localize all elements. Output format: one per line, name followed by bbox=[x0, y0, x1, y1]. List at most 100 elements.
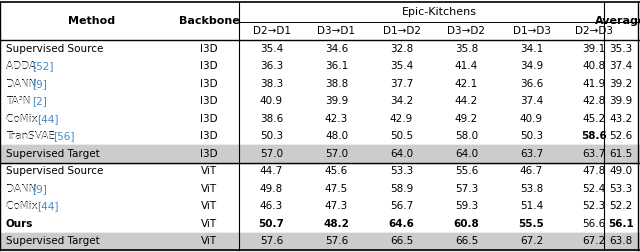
Text: 45.6: 45.6 bbox=[325, 166, 348, 176]
Text: 52.3: 52.3 bbox=[582, 201, 605, 211]
Text: 36.3: 36.3 bbox=[260, 61, 283, 71]
Text: 52.6: 52.6 bbox=[609, 131, 632, 141]
Text: 46.3: 46.3 bbox=[260, 201, 283, 211]
Text: 57.6: 57.6 bbox=[260, 236, 283, 246]
Bar bbox=[0, 233, 640, 250]
Text: 37.4: 37.4 bbox=[520, 96, 543, 106]
Text: Average: Average bbox=[595, 16, 640, 26]
Text: TranSVAE: TranSVAE bbox=[6, 131, 58, 141]
Text: 39.9: 39.9 bbox=[609, 96, 632, 106]
Bar bbox=[4, 233, 640, 250]
Text: I3D: I3D bbox=[200, 114, 218, 124]
Text: ADDA [52]: ADDA [52] bbox=[6, 61, 61, 71]
Bar bbox=[0, 145, 640, 163]
Text: TA³N [2]: TA³N [2] bbox=[6, 96, 49, 106]
Text: D1→D2: D1→D2 bbox=[383, 26, 420, 36]
Text: 53.3: 53.3 bbox=[390, 166, 413, 176]
Text: CoMix: CoMix bbox=[6, 201, 41, 211]
Text: DANN [9]: DANN [9] bbox=[6, 184, 54, 194]
Text: 57.0: 57.0 bbox=[260, 149, 283, 159]
Text: DANN: DANN bbox=[6, 79, 40, 89]
Text: 34.9: 34.9 bbox=[520, 61, 543, 71]
Text: [9]: [9] bbox=[32, 79, 47, 89]
Text: ViT: ViT bbox=[201, 184, 217, 194]
Text: ViT: ViT bbox=[201, 166, 217, 176]
Text: 38.8: 38.8 bbox=[325, 79, 348, 89]
Text: D1→D3: D1→D3 bbox=[513, 26, 550, 36]
Text: 35.8: 35.8 bbox=[455, 44, 478, 54]
Text: 39.2: 39.2 bbox=[609, 79, 632, 89]
Text: 49.2: 49.2 bbox=[455, 114, 478, 124]
Text: [56]: [56] bbox=[53, 131, 74, 141]
Text: DANN [9]: DANN [9] bbox=[6, 79, 54, 89]
Text: CoMix: CoMix bbox=[6, 114, 41, 124]
Text: D3→D2: D3→D2 bbox=[447, 26, 486, 36]
Text: 55.6: 55.6 bbox=[455, 166, 478, 176]
Text: I3D: I3D bbox=[200, 61, 218, 71]
Text: 40.9: 40.9 bbox=[520, 114, 543, 124]
Text: 34.1: 34.1 bbox=[520, 44, 543, 54]
Text: 58.0: 58.0 bbox=[455, 131, 478, 141]
Text: 44.7: 44.7 bbox=[260, 166, 283, 176]
Text: 49.0: 49.0 bbox=[609, 166, 632, 176]
Text: ViT: ViT bbox=[201, 219, 217, 229]
Text: 67.2: 67.2 bbox=[520, 236, 543, 246]
Text: 64.0: 64.0 bbox=[455, 149, 478, 159]
Text: 49.8: 49.8 bbox=[260, 184, 283, 194]
Text: D2→D1: D2→D1 bbox=[253, 26, 291, 36]
Text: 47.3: 47.3 bbox=[325, 201, 348, 211]
Text: [9]: [9] bbox=[32, 184, 47, 194]
Text: 47.5: 47.5 bbox=[325, 184, 348, 194]
Text: TA³N: TA³N bbox=[6, 96, 34, 106]
Text: 58.9: 58.9 bbox=[390, 184, 413, 194]
Text: 57.6: 57.6 bbox=[325, 236, 348, 246]
Text: 36.1: 36.1 bbox=[325, 61, 348, 71]
Text: 41.9: 41.9 bbox=[582, 79, 605, 89]
Text: 64.6: 64.6 bbox=[388, 219, 415, 229]
Text: 50.3: 50.3 bbox=[260, 131, 283, 141]
Text: 67.2: 67.2 bbox=[582, 236, 605, 246]
Text: 48.2: 48.2 bbox=[324, 219, 349, 229]
Text: 63.8: 63.8 bbox=[609, 236, 632, 246]
Text: [44]: [44] bbox=[37, 201, 59, 211]
Text: 39.1: 39.1 bbox=[582, 44, 605, 54]
Text: Supervised Source: Supervised Source bbox=[6, 166, 104, 176]
Text: I3D: I3D bbox=[200, 96, 218, 106]
Text: I3D: I3D bbox=[200, 149, 218, 159]
Text: 57.3: 57.3 bbox=[455, 184, 478, 194]
Text: 34.6: 34.6 bbox=[325, 44, 348, 54]
Text: 50.7: 50.7 bbox=[259, 219, 284, 229]
Text: 40.8: 40.8 bbox=[582, 61, 605, 71]
Text: 38.3: 38.3 bbox=[260, 79, 283, 89]
Text: 56.6: 56.6 bbox=[582, 219, 605, 229]
Text: 35.3: 35.3 bbox=[609, 44, 632, 54]
Text: 41.4: 41.4 bbox=[455, 61, 478, 71]
Text: ADDA: ADDA bbox=[6, 61, 40, 71]
Text: D3→D1: D3→D1 bbox=[317, 26, 355, 36]
Text: Supervised Target: Supervised Target bbox=[6, 236, 100, 246]
Text: 45.2: 45.2 bbox=[582, 114, 605, 124]
Text: 35.4: 35.4 bbox=[260, 44, 283, 54]
Text: 52.2: 52.2 bbox=[609, 201, 632, 211]
Text: I3D: I3D bbox=[200, 44, 218, 54]
Text: 63.7: 63.7 bbox=[582, 149, 605, 159]
Text: 55.5: 55.5 bbox=[518, 219, 545, 229]
Text: [44]: [44] bbox=[37, 114, 59, 124]
Text: 47.8: 47.8 bbox=[582, 166, 605, 176]
Text: 53.8: 53.8 bbox=[520, 184, 543, 194]
Text: 66.5: 66.5 bbox=[455, 236, 478, 246]
Text: 37.7: 37.7 bbox=[390, 79, 413, 89]
Text: Backbone: Backbone bbox=[179, 16, 239, 26]
Text: 53.3: 53.3 bbox=[609, 184, 632, 194]
Text: 57.0: 57.0 bbox=[325, 149, 348, 159]
Text: I3D: I3D bbox=[200, 131, 218, 141]
Text: Supervised Target: Supervised Target bbox=[6, 149, 100, 159]
Text: 63.7: 63.7 bbox=[520, 149, 543, 159]
Text: 44.2: 44.2 bbox=[455, 96, 478, 106]
Text: 36.6: 36.6 bbox=[520, 79, 543, 89]
Text: 56.1: 56.1 bbox=[608, 219, 634, 229]
Text: 51.4: 51.4 bbox=[520, 201, 543, 211]
Bar bbox=[4, 145, 640, 163]
Text: Epic-Kitchens: Epic-Kitchens bbox=[402, 7, 477, 17]
Text: CoMix [44]: CoMix [44] bbox=[6, 201, 63, 211]
